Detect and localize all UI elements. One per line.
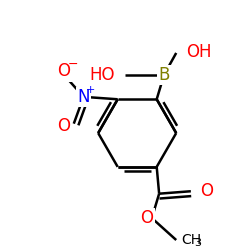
Text: HO: HO: [90, 66, 115, 84]
Text: +: +: [86, 84, 96, 94]
Text: −: −: [67, 58, 78, 71]
Text: B: B: [158, 66, 170, 84]
Text: 3: 3: [194, 238, 201, 248]
Text: O: O: [58, 117, 70, 135]
Text: O: O: [58, 62, 70, 80]
Text: O: O: [200, 182, 213, 200]
Text: N: N: [77, 88, 90, 106]
Text: O: O: [140, 209, 153, 227]
Text: CH: CH: [181, 233, 201, 247]
Text: OH: OH: [186, 43, 212, 61]
